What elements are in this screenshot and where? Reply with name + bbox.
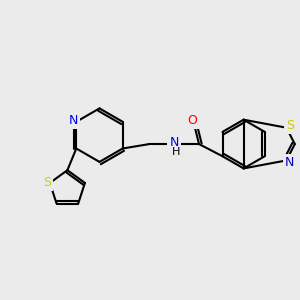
- Text: N: N: [69, 114, 78, 127]
- Text: O: O: [187, 114, 197, 127]
- Text: S: S: [43, 176, 51, 189]
- Text: H: H: [172, 147, 180, 158]
- Text: N: N: [285, 156, 294, 169]
- Text: N: N: [169, 136, 179, 149]
- Text: S: S: [286, 119, 294, 132]
